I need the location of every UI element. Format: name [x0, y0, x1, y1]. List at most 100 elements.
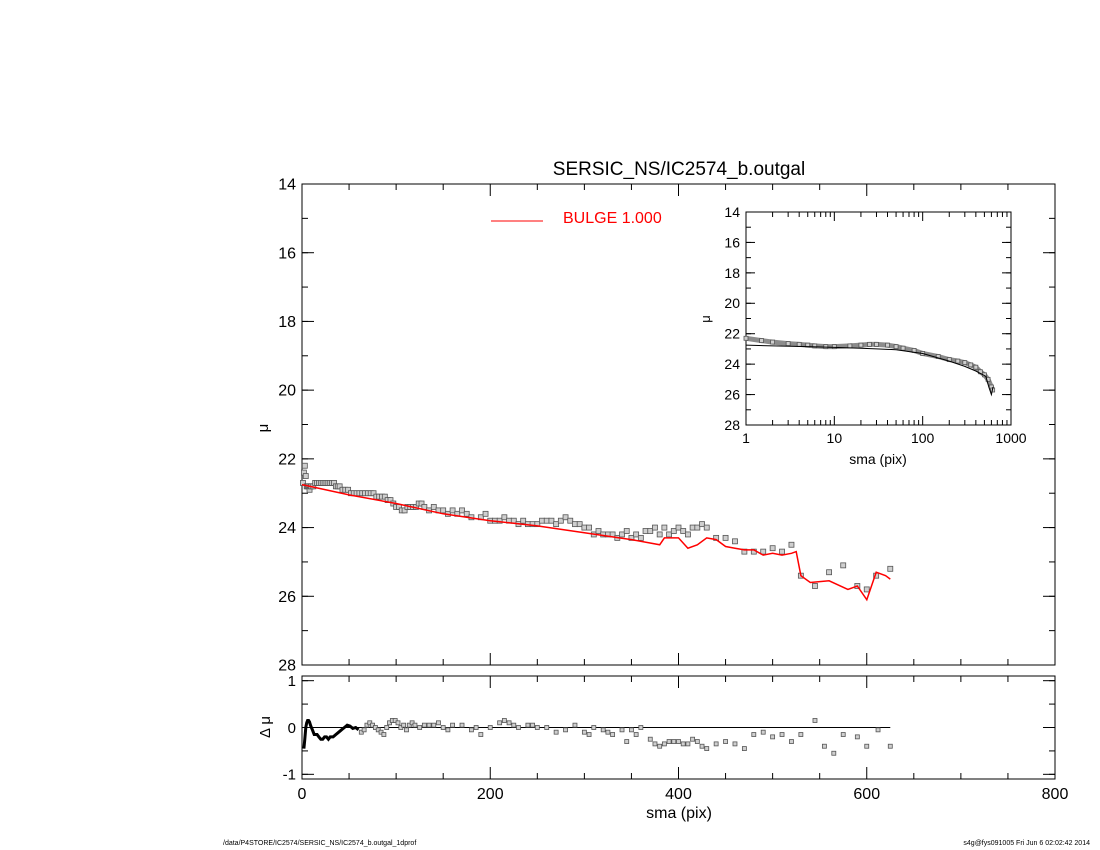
- residual-data-point: [690, 736, 696, 742]
- profile-data-point: [642, 528, 649, 534]
- profile-data-point: [572, 521, 578, 528]
- chart-title: SERSIC_NS/IC2574_b.outgal: [553, 159, 805, 180]
- y-tick-label: 16: [278, 245, 296, 262]
- inset-data-point: [759, 338, 764, 343]
- residual-data-point: [605, 729, 611, 735]
- legend-label: BULGE 1.000: [563, 210, 662, 227]
- profile-data-point: [459, 507, 465, 514]
- profile-data-point: [812, 583, 818, 589]
- profile-data-point: [301, 462, 308, 469]
- residual-data-point: [381, 732, 387, 737]
- residual-data-point: [506, 720, 512, 726]
- residual-data-point: [699, 743, 705, 749]
- profile-data-point: [637, 534, 644, 541]
- residual-data-point: [581, 729, 587, 735]
- residual-data-point: [657, 743, 663, 749]
- profile-data-point: [586, 524, 592, 531]
- profile-data-point: [543, 517, 550, 524]
- y-tick-label: 22: [724, 326, 740, 342]
- residual-data-point: [384, 725, 390, 730]
- profile-data-point: [722, 534, 729, 541]
- inset-data-point: [900, 345, 906, 351]
- profile-data-point: [656, 531, 663, 538]
- residual-data-point: [450, 722, 456, 728]
- profile-data-point: [623, 528, 630, 534]
- footer-file-path: /data/P4STORE/IC2574/SERSIC_NS/IC2574_b.…: [223, 840, 417, 847]
- residual-data-point: [487, 725, 493, 730]
- residual-data-point: [563, 727, 568, 733]
- profile-data-point: [863, 586, 870, 593]
- residual-data-point: [854, 734, 860, 740]
- profile-data-point: [302, 473, 309, 479]
- inset-data-point: [885, 342, 890, 348]
- y-tick-label: -1: [283, 767, 296, 784]
- residual-data-point: [647, 736, 653, 742]
- inset-data-point: [858, 342, 864, 348]
- residual-data-point: [713, 741, 719, 747]
- residual-data-point: [812, 718, 818, 723]
- inset-data-point: [962, 360, 968, 366]
- profile-data-point: [581, 524, 588, 531]
- profile-data-point: [769, 545, 776, 552]
- inset-data-point: [955, 358, 961, 364]
- profile-data-point: [449, 507, 456, 514]
- y-tick-label: 14: [724, 204, 740, 220]
- residual-data-point: [426, 722, 432, 728]
- profile-data-point: [661, 524, 668, 531]
- footer-timestamp: s4g@fys091005 Fri Jun 6 02:02:42 2014: [963, 840, 1090, 847]
- residual-data-point: [638, 725, 644, 730]
- residual-data-point: [831, 750, 837, 756]
- y-tick-label: 18: [278, 314, 296, 331]
- residual-data-point: [671, 739, 677, 744]
- inset-data-point: [935, 354, 941, 359]
- main-y-axis-label: μ: [255, 424, 272, 433]
- profile-data-point: [680, 528, 687, 534]
- inset-y-axis-label: μ: [698, 315, 713, 323]
- inset-background: [746, 212, 1011, 425]
- residual-data-point: [445, 727, 451, 733]
- main-profile-panel: 14 16 18 20 22 24 26 28 μ: [255, 177, 1056, 675]
- residual-data-point: [516, 725, 521, 730]
- x-axis-label: sma (pix): [646, 805, 712, 822]
- y-tick-label: 24: [724, 356, 740, 372]
- y-tick-label: 28: [278, 658, 296, 675]
- residual-data-point: [553, 729, 559, 735]
- y-tick-label: 14: [278, 177, 296, 194]
- inset-data-point: [831, 344, 837, 350]
- profile-data-point: [840, 562, 847, 569]
- inset-data-point: [812, 343, 818, 349]
- residual-data-point: [680, 741, 686, 747]
- profile-data-point: [652, 524, 658, 531]
- residual-data-point: [469, 727, 474, 733]
- inset-data-point: [893, 344, 899, 350]
- residual-data-point: [629, 727, 634, 733]
- residual-data-point: [666, 739, 672, 744]
- residual-data-point: [501, 718, 507, 723]
- profile-data-point: [440, 507, 447, 514]
- y-tick-label: 16: [724, 234, 740, 250]
- inset-data-point: [973, 364, 979, 370]
- profile-data-point: [689, 524, 696, 531]
- profile-data-point: [520, 517, 527, 524]
- inset-data-point: [968, 362, 974, 368]
- residual-inner-trace: [302, 719, 360, 749]
- inset-data-point: [796, 341, 802, 347]
- profile-data-point: [826, 569, 832, 576]
- residual-data-point: [676, 739, 681, 744]
- residual-data-point: [704, 746, 710, 751]
- residual-data-point: [572, 722, 578, 728]
- x-tick-label: 1: [742, 430, 750, 446]
- profile-data-point: [576, 521, 583, 528]
- x-tick-label: 0: [298, 786, 307, 803]
- profile-data-point: [887, 565, 894, 572]
- x-tick-label: 600: [853, 786, 880, 803]
- residual-data-point: [530, 722, 536, 728]
- y-tick-label: 1: [288, 673, 296, 690]
- profile-data-point: [496, 517, 503, 524]
- residual-data-point: [694, 739, 700, 744]
- profile-data-point: [741, 548, 748, 555]
- residual-data-point: [544, 725, 550, 730]
- inset-data-point: [805, 342, 811, 348]
- y-tick-label: 24: [278, 520, 296, 537]
